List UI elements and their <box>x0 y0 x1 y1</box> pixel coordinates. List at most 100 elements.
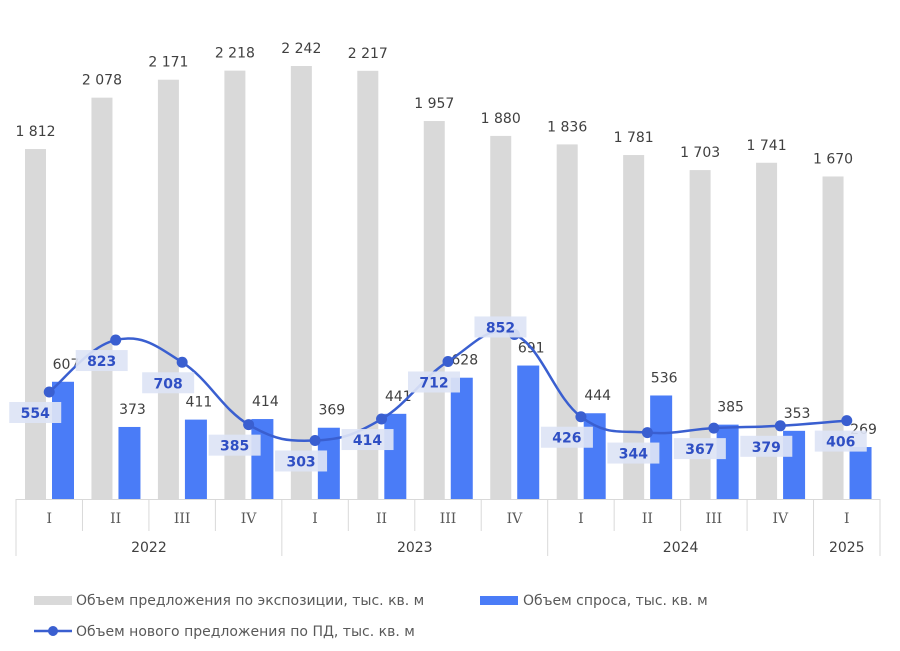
new-supply-value-label: 406 <box>826 435 855 451</box>
quarter-tick-label: II <box>376 511 387 527</box>
quarter-tick-label: IV <box>241 511 258 527</box>
new-supply-value-label: 426 <box>552 431 581 447</box>
supply-value-label: 1 741 <box>747 138 787 154</box>
supply-value-label: 2 171 <box>148 55 188 71</box>
legend-label-supply: Объем предложения по экспозиции, тыс. кв… <box>76 593 424 609</box>
supply-value-label: 1 703 <box>680 145 720 161</box>
quarter-tick-label: I <box>46 511 52 527</box>
quarter-tick-label: I <box>844 511 850 527</box>
supply-value-label: 1 880 <box>481 111 521 127</box>
quarter-tick-label: IV <box>772 511 789 527</box>
legend-swatch-demand <box>480 596 518 605</box>
supply-value-label: 2 217 <box>348 46 388 62</box>
supply-value-label: 1 957 <box>414 96 454 112</box>
new-supply-value-label: 708 <box>154 376 183 392</box>
year-group-label: 2023 <box>397 540 433 556</box>
demand-bars <box>52 365 872 499</box>
new-supply-label-box <box>540 426 593 448</box>
demand-value-label: 411 <box>186 395 213 411</box>
supply-value-label: 2 078 <box>82 73 122 89</box>
new-supply-value-label: 823 <box>87 354 116 370</box>
supply-bar <box>91 97 113 499</box>
demand-bar <box>184 419 207 499</box>
quarter-tick-label: II <box>642 511 653 527</box>
supply-bar <box>822 176 844 499</box>
new-supply-point <box>110 334 122 346</box>
new-supply-labels: 554 823 708 385 303 414 712 852 426 344 367 379 406 <box>9 316 867 472</box>
supply-bar <box>423 121 445 500</box>
year-group-label: 2025 <box>829 540 865 556</box>
new-supply-label-box <box>275 450 328 472</box>
new-supply-point <box>442 355 454 367</box>
demand-value-label: 385 <box>717 400 744 416</box>
supply-value-label: 1 781 <box>614 130 654 146</box>
new-supply-point <box>176 356 188 368</box>
supply-value-label: 1 836 <box>547 119 587 135</box>
new-supply-point <box>774 420 786 432</box>
new-supply-value-label: 379 <box>752 440 781 456</box>
new-supply-label-box <box>673 438 726 460</box>
new-supply-label-box <box>408 371 460 393</box>
demand-value-label: 628 <box>451 353 478 369</box>
demand-bar <box>52 381 74 499</box>
quarter-tick-label: I <box>312 511 318 527</box>
quarter-tick-label: I <box>578 511 584 527</box>
supply-bars <box>25 66 844 500</box>
new-supply-value-label: 385 <box>220 439 249 455</box>
year-group-label: 2024 <box>663 540 699 556</box>
supply-value-label: 2 218 <box>215 46 255 62</box>
legend-label-demand: Объем спроса, тыс. кв. м <box>523 593 708 609</box>
new-supply-point <box>641 427 653 439</box>
supply-value-label: 1 670 <box>813 151 853 167</box>
legend-label-new-supply: Объем нового предложения по ПД, тыс. кв.… <box>76 624 415 640</box>
demand-bar <box>317 427 340 499</box>
new-supply-value-label: 367 <box>685 442 714 458</box>
quarter-tick-label: II <box>110 511 121 527</box>
new-supply-point <box>575 411 587 423</box>
new-supply-label-box <box>142 372 195 394</box>
supply-bar <box>224 70 246 500</box>
supply-value-label: 1 812 <box>15 124 55 140</box>
demand-bar <box>517 365 540 499</box>
demand-bar <box>716 424 739 499</box>
demand-value-label: 414 <box>252 394 279 410</box>
new-supply-point <box>243 419 255 431</box>
demand-value-label: 373 <box>119 402 146 418</box>
new-supply-value-label: 712 <box>419 375 448 391</box>
demand-value-label: 536 <box>651 370 678 386</box>
year-group-label: 2022 <box>131 540 167 556</box>
supply-bar <box>689 170 711 499</box>
demand-value-label: 444 <box>584 388 611 404</box>
supply-bar <box>756 162 778 499</box>
new-supply-label-box <box>208 434 261 456</box>
demand-bar <box>650 395 673 499</box>
new-supply-value-label: 414 <box>353 433 382 449</box>
new-supply-label-box <box>607 442 660 464</box>
supply-bar <box>623 155 645 499</box>
demand-bar <box>118 426 141 499</box>
new-supply-label-box <box>740 435 793 457</box>
new-supply-value-label: 303 <box>286 454 315 470</box>
new-supply-value-label: 554 <box>21 406 50 422</box>
demand-bar <box>384 413 407 499</box>
new-supply-value-label: 344 <box>619 447 648 463</box>
demand-value-label: 369 <box>318 403 345 419</box>
new-supply-point <box>841 415 853 427</box>
new-supply-value-label: 852 <box>486 320 515 336</box>
new-supply-label-box <box>341 429 394 451</box>
quarter-tick-label: III <box>440 511 457 527</box>
quarter-tick-label: III <box>174 511 191 527</box>
new-supply-label-box <box>75 350 128 372</box>
legend-swatch-supply <box>34 596 72 605</box>
quarter-tick-label: IV <box>507 511 524 527</box>
supply-value-label: 2 242 <box>281 41 321 57</box>
new-supply-label-box <box>9 402 62 424</box>
new-supply-point <box>43 386 55 398</box>
demand-bar <box>450 377 473 499</box>
demand-value-label: 353 <box>784 406 811 422</box>
new-supply-label-box <box>474 316 527 338</box>
new-supply-label-box <box>814 430 867 452</box>
new-supply-point <box>309 434 321 446</box>
